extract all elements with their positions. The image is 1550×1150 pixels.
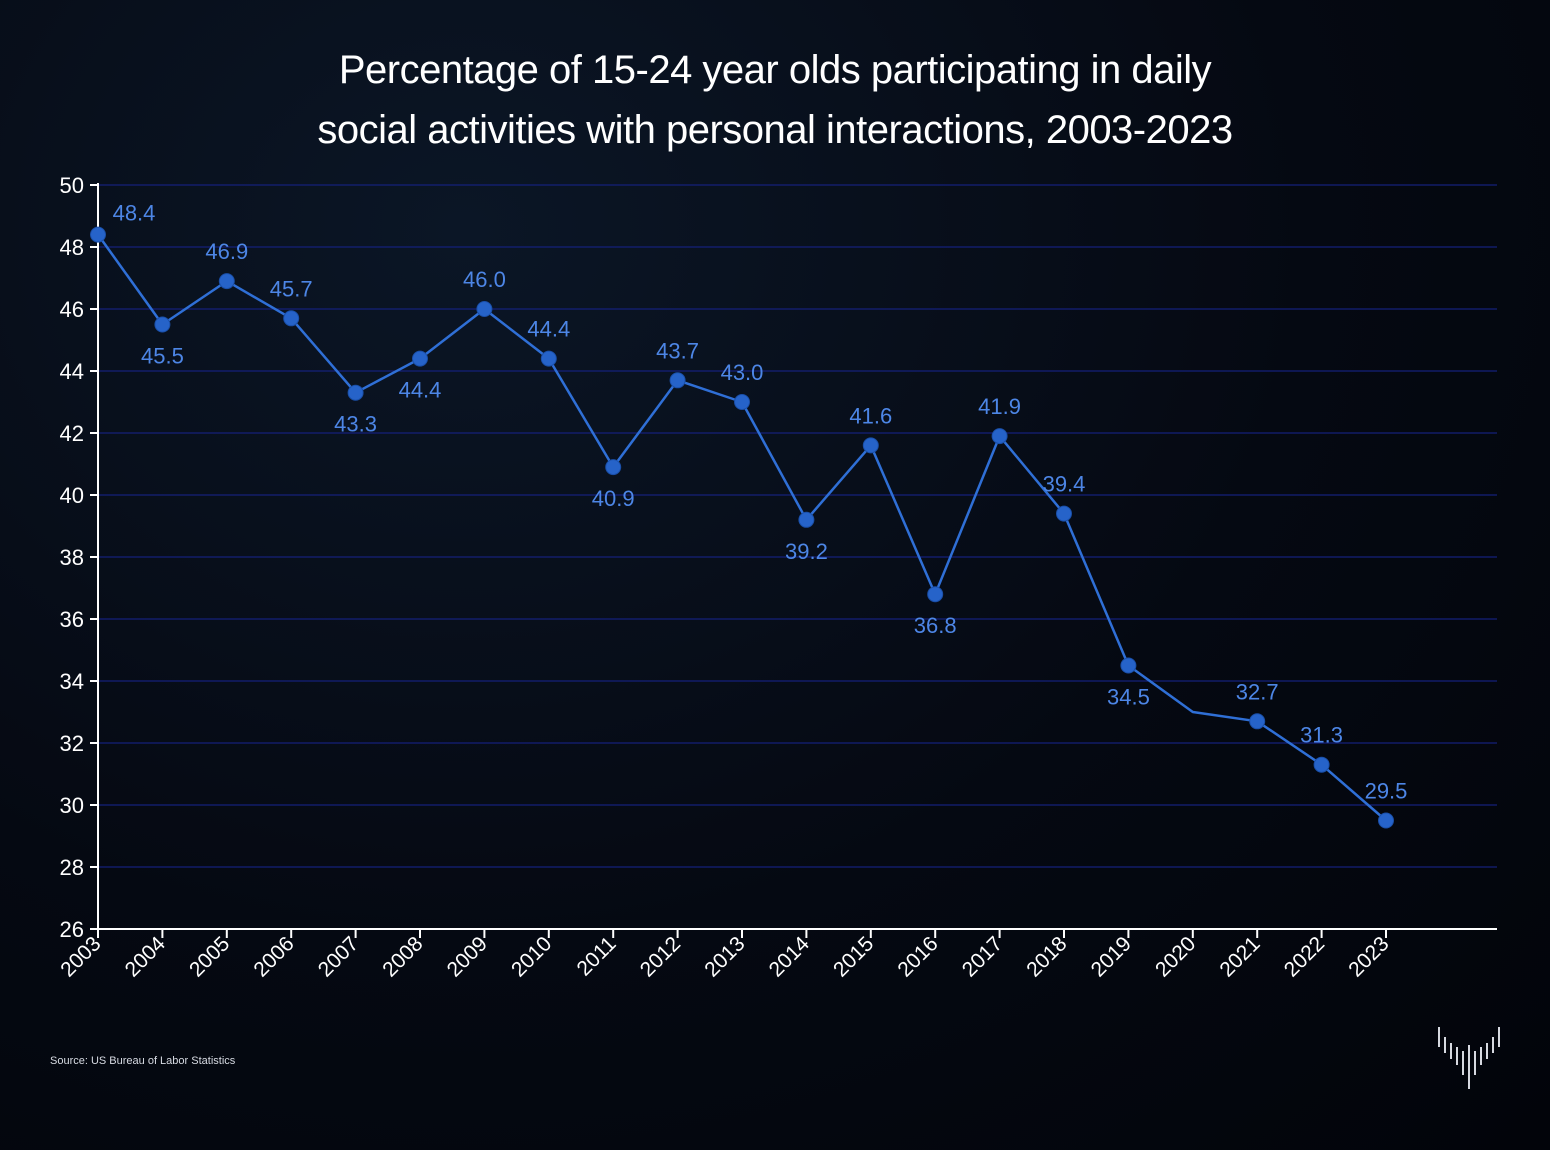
data-label-2019: 34.5 bbox=[1107, 685, 1150, 710]
data-point-2006 bbox=[283, 310, 300, 327]
data-label-2015: 41.6 bbox=[849, 403, 892, 428]
x-tick-label-2006: 2006 bbox=[249, 932, 298, 981]
y-tick-label-46: 46 bbox=[60, 297, 84, 322]
vertical-bars-logo-icon bbox=[1438, 1027, 1500, 1089]
data-point-2009 bbox=[476, 301, 493, 317]
data-point-2012 bbox=[669, 372, 686, 389]
data-point-2018 bbox=[1056, 505, 1072, 522]
data-point-2023 bbox=[1378, 812, 1394, 829]
x-tick-label-2017: 2017 bbox=[958, 932, 1007, 981]
data-point-2016 bbox=[927, 586, 944, 603]
data-point-2022 bbox=[1313, 756, 1330, 773]
y-tick-label-40: 40 bbox=[60, 483, 84, 508]
data-point-2014 bbox=[798, 511, 815, 528]
data-label-2022: 31.3 bbox=[1300, 723, 1343, 748]
x-tick-label-2010: 2010 bbox=[507, 932, 556, 981]
x-tick-label-2022: 2022 bbox=[1280, 932, 1329, 981]
x-tick-label-2008: 2008 bbox=[378, 932, 427, 981]
y-tick-label-50: 50 bbox=[60, 173, 84, 198]
data-label-2007: 43.3 bbox=[334, 412, 377, 437]
data-label-2006: 45.7 bbox=[270, 276, 313, 301]
data-point-2005 bbox=[218, 273, 235, 290]
y-tick-label-34: 34 bbox=[60, 669, 84, 694]
data-label-2017: 41.9 bbox=[978, 394, 1021, 419]
data-point-2008 bbox=[412, 350, 428, 367]
data-label-2014: 39.2 bbox=[785, 539, 828, 564]
x-tick-label-2013: 2013 bbox=[700, 932, 749, 981]
y-tick-label-26: 26 bbox=[60, 917, 84, 942]
data-point-2004 bbox=[154, 316, 171, 333]
data-label-2010: 44.4 bbox=[527, 317, 570, 342]
y-tick-label-28: 28 bbox=[60, 855, 84, 880]
x-tick-label-2012: 2012 bbox=[636, 932, 685, 981]
chart-title-line-2: social activities with personal interact… bbox=[317, 108, 1233, 152]
data-point-2007 bbox=[347, 384, 364, 401]
data-label-2018: 39.4 bbox=[1043, 472, 1086, 497]
data-label-2004: 45.5 bbox=[141, 344, 184, 369]
data-point-2019 bbox=[1120, 657, 1137, 674]
x-tick-label-2021: 2021 bbox=[1215, 932, 1264, 981]
chart-title: Percentage of 15-24 year olds participat… bbox=[0, 40, 1550, 160]
data-label-2005: 46.9 bbox=[205, 239, 248, 264]
x-tick-label-2007: 2007 bbox=[314, 932, 363, 981]
y-tick-label-36: 36 bbox=[60, 607, 84, 632]
data-label-2021: 32.7 bbox=[1236, 679, 1279, 704]
data-point-2015 bbox=[862, 437, 879, 454]
data-label-2012: 43.7 bbox=[656, 338, 699, 363]
chart-title-line-1: Percentage of 15-24 year olds participat… bbox=[338, 48, 1212, 92]
x-tick-label-2019: 2019 bbox=[1087, 932, 1136, 981]
x-tick-label-2014: 2014 bbox=[765, 932, 815, 982]
y-tick-label-30: 30 bbox=[60, 793, 84, 818]
x-tick-label-2009: 2009 bbox=[443, 932, 492, 981]
data-point-2013 bbox=[734, 394, 750, 410]
data-point-2010 bbox=[540, 350, 557, 367]
data-point-2017 bbox=[991, 428, 1008, 445]
y-tick-label-48: 48 bbox=[60, 235, 84, 260]
y-tick-label-32: 32 bbox=[60, 731, 84, 756]
y-tick-label-38: 38 bbox=[60, 545, 84, 570]
data-label-2016: 36.8 bbox=[914, 613, 957, 638]
data-point-2003 bbox=[90, 226, 106, 243]
x-tick-label-2015: 2015 bbox=[829, 932, 878, 981]
y-tick-label-44: 44 bbox=[60, 359, 84, 384]
y-tick-label-42: 42 bbox=[60, 421, 84, 446]
x-tick-label-2023: 2023 bbox=[1344, 932, 1393, 981]
x-tick-label-2011: 2011 bbox=[573, 932, 621, 980]
data-label-2011: 40.9 bbox=[592, 486, 635, 511]
data-label-2003: 48.4 bbox=[113, 201, 156, 226]
data-label-2023: 29.5 bbox=[1365, 779, 1408, 804]
data-point-2021 bbox=[1249, 713, 1266, 730]
source-note: Source: US Bureau of Labor Statistics bbox=[50, 1055, 236, 1067]
data-label-2008: 44.4 bbox=[399, 378, 442, 403]
data-label-2009: 46.0 bbox=[463, 267, 506, 292]
data-point-2011 bbox=[605, 459, 622, 476]
x-tick-label-2020: 2020 bbox=[1151, 932, 1200, 981]
data-label-2013: 43.0 bbox=[721, 360, 764, 385]
x-tick-label-2016: 2016 bbox=[893, 932, 942, 981]
x-tick-label-2018: 2018 bbox=[1022, 932, 1071, 981]
x-tick-label-2004: 2004 bbox=[121, 932, 171, 982]
x-tick-label-2005: 2005 bbox=[185, 932, 234, 981]
